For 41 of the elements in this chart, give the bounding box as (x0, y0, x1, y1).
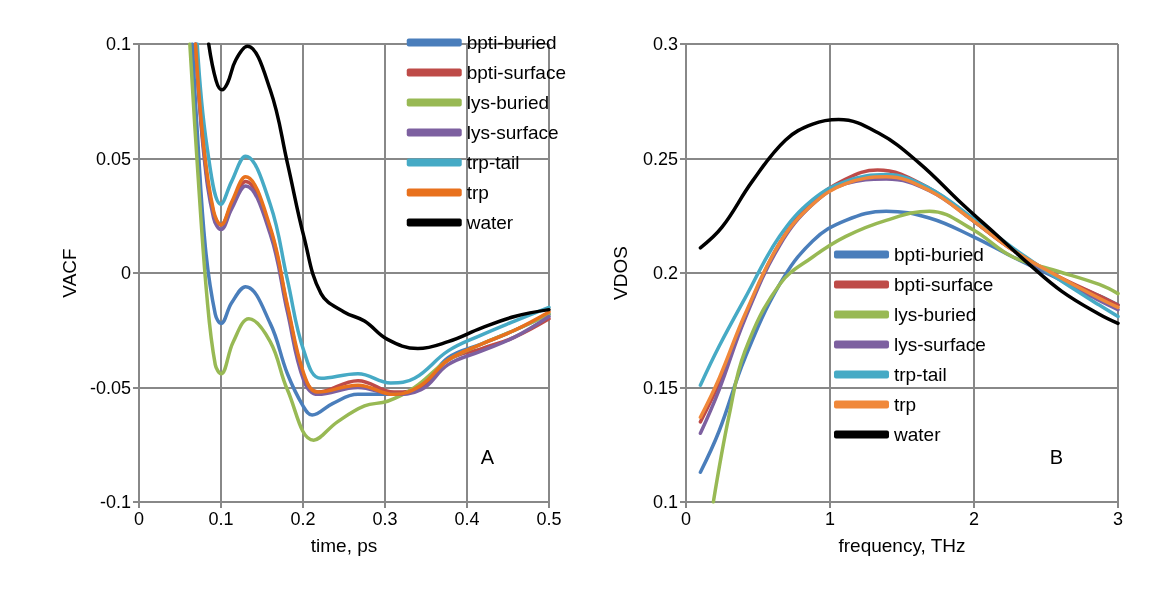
legend-label: lys-buried (894, 304, 977, 325)
y-tick-label: -0.05 (89, 377, 131, 398)
x-tick-label: 0.2 (290, 509, 316, 529)
x-tick-label: 0.3 (372, 509, 398, 529)
x-tick-label: 0 (133, 509, 145, 529)
legend-label: trp-tail (466, 152, 520, 173)
y-tick-label: 0 (120, 263, 131, 283)
x-tick-label: 3 (1112, 509, 1124, 529)
y-axis-title: VDOS (610, 246, 631, 300)
x-tick-label: 0.1 (208, 509, 234, 529)
x-tick-label: 1 (824, 509, 836, 529)
legend-label: bpti-buried (894, 244, 984, 265)
annotation: A (480, 446, 495, 468)
y-tick-label: 0.1 (105, 34, 131, 54)
legend-label: trp-tail (894, 364, 947, 385)
x-axis-title: frequency, THz (838, 535, 966, 556)
y-tick-label: 0.25 (642, 148, 678, 169)
x-axis-title: time, ps (310, 535, 378, 556)
legend-label: bpti-buried (466, 32, 557, 53)
x-tick-label: 0.5 (536, 509, 562, 529)
y-tick-label: 0.2 (652, 263, 678, 283)
legend-label: lys-surface (894, 334, 986, 355)
x-tick-label: 0 (680, 509, 692, 529)
legend-label: trp (466, 182, 489, 203)
line-series (698, 117, 1120, 326)
y-tick-label: 0.15 (642, 377, 678, 398)
x-tick-label: 0.4 (454, 509, 480, 529)
y-axis-title: VACF (59, 248, 81, 298)
y-tick-label: -0.1 (99, 492, 131, 512)
legend-label: lys-surface (466, 122, 559, 143)
y-tick-label: 0.05 (95, 148, 131, 169)
x-tick-label: 2 (968, 509, 980, 529)
legend-label: water (465, 212, 514, 233)
legend-label: lys-buried (466, 92, 550, 113)
legend-label: water (893, 424, 942, 445)
legend-label: bpti-surface (466, 62, 567, 83)
legend-label: trp (894, 394, 917, 415)
y-tick-label: 0.3 (652, 34, 678, 54)
y-tick-label: 0.1 (652, 492, 678, 512)
annotation: B (1049, 446, 1063, 468)
legend-label: bpti-surface (894, 274, 994, 295)
